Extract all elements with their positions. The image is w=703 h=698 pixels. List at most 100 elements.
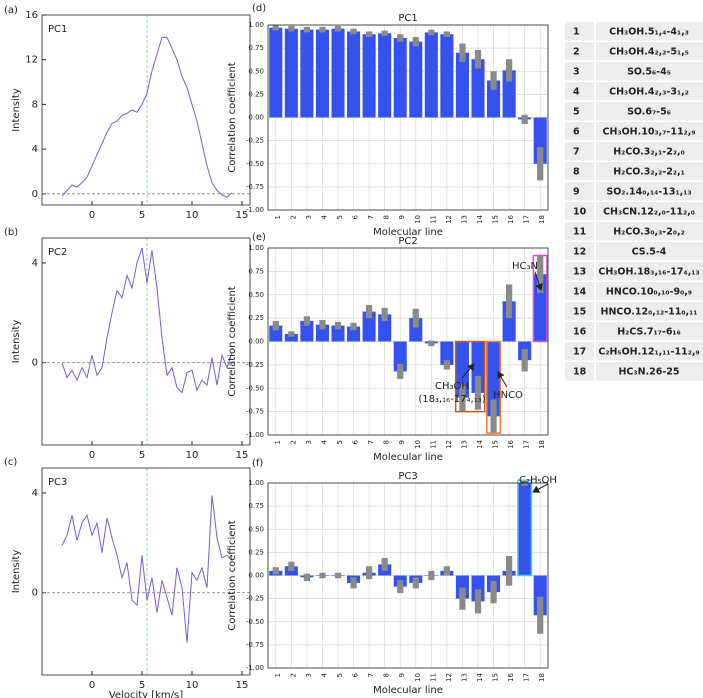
table-cell: [596, 82, 703, 101]
y-tick-label: 1.00: [248, 479, 264, 487]
error-bar: [537, 147, 544, 181]
y-tick-label: 0: [32, 358, 38, 369]
table-number: 15: [573, 307, 586, 318]
x-tick-label: 14: [476, 214, 484, 223]
bar: [378, 314, 392, 342]
error-bar: [288, 331, 295, 337]
annotation: CH₃OH: [435, 381, 469, 392]
bar: [300, 29, 314, 118]
y-axis-label: Intensity: [11, 550, 22, 594]
error-bar: [366, 31, 373, 38]
error-bar: [397, 363, 404, 379]
bar: [533, 274, 547, 342]
table-cell: [565, 302, 594, 321]
bar: [284, 28, 298, 118]
table-cell: [565, 142, 594, 161]
table-number: 17: [573, 347, 586, 358]
table-cell: [596, 222, 703, 241]
table-number: 9: [573, 187, 580, 198]
x-tick-label: 8: [383, 440, 391, 444]
table-label: CH₃OH.18₃,₁₆-17₄,₁₃: [598, 267, 699, 278]
highlight-box: [517, 479, 533, 577]
error-bar: [506, 59, 513, 82]
y-tick-label: 0.50: [248, 291, 264, 299]
annotation: (18₃,₁₆-17₄,₁₃): [418, 394, 485, 405]
error-bar: [334, 25, 342, 32]
panel-label: (b): [4, 227, 18, 238]
panel-label: (c): [4, 457, 17, 468]
x-tick-label: 17: [523, 673, 531, 682]
annotation-arrow: [497, 371, 508, 388]
bar: [269, 325, 283, 342]
bar: [455, 52, 469, 118]
x-tick-label: 11: [429, 440, 437, 449]
intensity-line: [61, 36, 233, 198]
bar: [440, 34, 454, 118]
y-tick-label: -1.00: [246, 664, 264, 672]
error-bar: [443, 31, 450, 38]
x-axis-label: Molecular line: [373, 685, 443, 696]
plot-frame: [267, 247, 549, 436]
y-tick-label: 0.75: [248, 502, 264, 510]
x-tick-label: 10: [414, 440, 422, 449]
x-tick-label: 18: [538, 440, 546, 449]
table-number: 8: [573, 167, 580, 178]
error-bar: [459, 383, 466, 412]
error-bar: [397, 34, 404, 42]
x-tick-label: 3: [305, 215, 313, 219]
error-bar: [506, 284, 513, 319]
bar: [331, 28, 345, 118]
x-tick-label: 7: [367, 440, 375, 444]
plot-frame: [267, 482, 549, 669]
error-bar: [474, 376, 482, 410]
bar: [502, 70, 516, 118]
table-cell: [565, 122, 594, 141]
x-tick-label: 5: [139, 680, 145, 691]
table-number: 12: [573, 247, 586, 258]
table-label: H₂CS.7₁₇-6₁₆: [617, 327, 681, 338]
x-tick-label: 12: [445, 440, 453, 449]
error-bar: [490, 581, 497, 604]
x-tick-label: 10: [186, 450, 199, 461]
error-bar: [334, 572, 342, 579]
table-cell: [565, 362, 594, 381]
highlight-box: [532, 254, 548, 343]
table-cell: [565, 262, 594, 281]
x-axis-label: Velocity [km/s]: [109, 690, 183, 698]
x-tick-label: 13: [460, 673, 468, 682]
x-tick-label: 15: [492, 673, 500, 682]
panel-label: (d): [252, 3, 266, 14]
chart-title: PC2: [398, 236, 417, 247]
annotation: HC₃N: [512, 261, 538, 272]
bar: [284, 334, 298, 342]
table-cell: [596, 42, 703, 61]
x-tick-label: 3: [305, 673, 313, 677]
x-tick-label: 12: [445, 673, 453, 682]
bar: [455, 341, 469, 398]
x-tick-label: 13: [460, 440, 468, 449]
table-number: 1: [573, 27, 580, 38]
x-tick-label: 0: [89, 450, 95, 461]
table-cell: [565, 322, 594, 341]
x-tick-label: 1: [274, 215, 282, 219]
y-tick-label: 0.75: [248, 44, 264, 52]
y-tick-label: -0.75: [246, 183, 264, 191]
annotation-arrow: [534, 271, 543, 291]
error-bar: [428, 340, 435, 347]
bar: [440, 341, 454, 365]
error-bar: [288, 561, 295, 571]
table-number: 14: [573, 287, 587, 298]
chart-title: PC1: [48, 24, 67, 35]
y-tick-label: 1.00: [248, 21, 264, 29]
table-label: CH₃OH.5₁,₄-4₁,₃: [609, 27, 689, 38]
x-tick-label: 8: [383, 673, 391, 677]
error-bar: [443, 360, 450, 370]
x-tick-label: 5: [139, 210, 145, 221]
error-bar: [381, 30, 388, 37]
table-cell: [596, 182, 703, 201]
error-bar: [490, 71, 497, 90]
table-cell: [596, 202, 703, 221]
y-tick-label: -0.50: [246, 384, 264, 392]
table-label: HC₃N.26-25: [618, 367, 679, 378]
error-bar: [366, 305, 373, 319]
